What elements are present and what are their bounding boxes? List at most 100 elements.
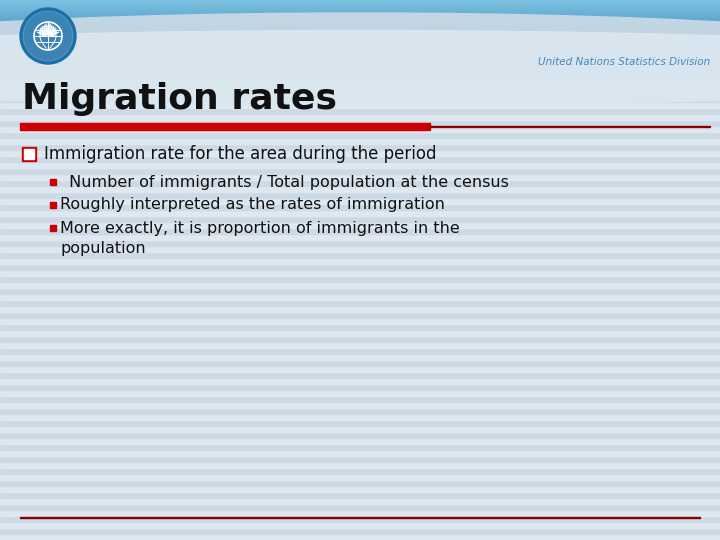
Bar xyxy=(0,10,720,11)
Bar xyxy=(0,126,720,132)
Bar xyxy=(0,57,720,58)
Bar xyxy=(0,8,720,9)
Bar xyxy=(0,73,720,74)
Bar xyxy=(0,62,720,63)
Bar xyxy=(0,354,720,360)
Bar xyxy=(0,288,720,294)
Bar xyxy=(0,17,720,18)
Text: Number of immigrants / Total population at the census: Number of immigrants / Total population … xyxy=(64,174,509,190)
Bar xyxy=(0,228,720,234)
Bar xyxy=(0,42,720,43)
Bar xyxy=(0,3,720,4)
Bar xyxy=(0,504,720,510)
Bar xyxy=(50,225,56,231)
Bar xyxy=(0,36,720,42)
Bar xyxy=(0,58,720,59)
Bar xyxy=(0,96,720,102)
Bar xyxy=(0,348,720,354)
Bar xyxy=(0,31,720,32)
Bar xyxy=(0,42,720,48)
Bar xyxy=(0,50,720,51)
Bar xyxy=(0,66,720,67)
Bar xyxy=(0,46,720,47)
Bar xyxy=(0,78,720,84)
Bar xyxy=(0,77,720,78)
Bar xyxy=(0,15,720,16)
Text: Roughly interpreted as the rates of immigration: Roughly interpreted as the rates of immi… xyxy=(60,198,445,213)
Text: More exactly, it is proportion of immigrants in the: More exactly, it is proportion of immigr… xyxy=(60,220,460,235)
Bar xyxy=(0,60,720,61)
Bar xyxy=(0,14,720,15)
Bar xyxy=(0,63,720,64)
Bar xyxy=(0,68,720,69)
Bar xyxy=(0,168,720,174)
Bar xyxy=(0,240,720,246)
Bar xyxy=(0,25,720,26)
Bar xyxy=(50,202,56,208)
Bar xyxy=(0,450,720,456)
Bar xyxy=(0,24,720,30)
Bar xyxy=(0,45,720,46)
Bar xyxy=(0,44,720,45)
Bar xyxy=(0,270,720,276)
Bar xyxy=(0,474,720,480)
Bar xyxy=(0,360,720,366)
Bar xyxy=(0,192,720,198)
Bar xyxy=(0,390,720,396)
Bar xyxy=(0,174,720,180)
Bar xyxy=(0,198,720,204)
Bar xyxy=(0,222,720,228)
Bar xyxy=(0,6,720,12)
Bar xyxy=(0,444,720,450)
Bar xyxy=(0,20,720,21)
Bar xyxy=(0,276,720,282)
Bar xyxy=(0,180,720,186)
Bar xyxy=(0,264,720,270)
Bar xyxy=(0,69,720,70)
Circle shape xyxy=(20,8,76,64)
Bar xyxy=(0,90,720,96)
Bar xyxy=(0,60,720,66)
Ellipse shape xyxy=(0,13,720,103)
Bar xyxy=(0,53,720,54)
Text: Migration rates: Migration rates xyxy=(22,82,337,116)
Bar xyxy=(0,6,720,7)
Bar xyxy=(0,47,720,48)
Bar xyxy=(0,120,720,126)
Bar xyxy=(0,7,720,8)
Bar xyxy=(0,56,720,57)
Bar xyxy=(0,72,720,73)
Bar xyxy=(0,132,720,138)
Bar xyxy=(0,55,720,56)
Bar xyxy=(0,138,720,144)
Bar xyxy=(0,30,720,36)
Bar xyxy=(0,366,720,372)
Bar xyxy=(0,108,720,114)
Bar xyxy=(0,2,720,3)
Bar xyxy=(0,4,720,5)
Bar xyxy=(0,306,720,312)
Bar xyxy=(0,234,720,240)
Bar xyxy=(0,402,720,408)
Bar xyxy=(0,324,720,330)
Bar xyxy=(0,144,720,150)
Bar xyxy=(0,102,720,108)
Bar xyxy=(0,516,720,522)
Bar xyxy=(0,54,720,60)
Bar xyxy=(0,342,720,348)
Bar xyxy=(0,216,720,222)
Bar xyxy=(0,54,720,55)
Bar xyxy=(0,282,720,288)
Bar xyxy=(0,312,720,318)
Bar xyxy=(0,65,720,66)
Ellipse shape xyxy=(0,30,720,105)
Bar xyxy=(0,12,720,18)
Bar xyxy=(0,30,720,31)
Bar xyxy=(0,39,720,40)
Bar xyxy=(0,22,720,23)
Bar xyxy=(0,468,720,474)
Bar xyxy=(0,40,720,41)
Text: population: population xyxy=(60,240,145,255)
Bar xyxy=(0,438,720,444)
Bar xyxy=(0,408,720,414)
